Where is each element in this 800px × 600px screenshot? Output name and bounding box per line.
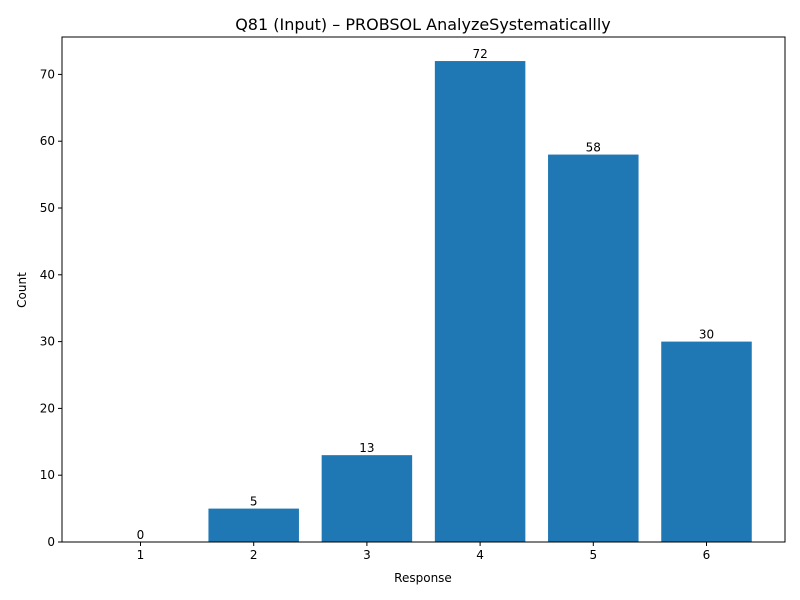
x-tick-label-1: 1 bbox=[137, 548, 145, 562]
data-label-6: 30 bbox=[699, 328, 714, 342]
y-axis-label: Count bbox=[15, 272, 29, 308]
x-tick-label-5: 5 bbox=[589, 548, 597, 562]
data-label-3: 13 bbox=[359, 441, 374, 455]
bar-2 bbox=[208, 508, 299, 542]
bar-5 bbox=[548, 154, 639, 542]
chart-title: Q81 (Input) – PROBSOL AnalyzeSystematica… bbox=[235, 15, 611, 34]
x-tick-label-4: 4 bbox=[476, 548, 484, 562]
x-tick-label-3: 3 bbox=[363, 548, 371, 562]
y-tick-label-20: 20 bbox=[40, 401, 55, 415]
y-tick-label-60: 60 bbox=[40, 134, 55, 148]
data-label-1: 0 bbox=[137, 528, 145, 542]
y-tick-label-70: 70 bbox=[40, 67, 55, 81]
y-tick-label-10: 10 bbox=[40, 468, 55, 482]
data-label-2: 5 bbox=[250, 495, 258, 509]
x-axis-label: Response bbox=[394, 571, 452, 585]
y-tick-label-30: 30 bbox=[40, 335, 55, 349]
y-tick-label-0: 0 bbox=[47, 535, 55, 549]
x-tick-label-2: 2 bbox=[250, 548, 258, 562]
x-tick-label-6: 6 bbox=[703, 548, 711, 562]
bar-6 bbox=[661, 341, 752, 542]
axes-frame bbox=[61, 36, 786, 543]
bar-3 bbox=[321, 455, 413, 542]
y-tick-label-50: 50 bbox=[40, 201, 55, 215]
data-label-4: 72 bbox=[472, 47, 487, 61]
bar-4 bbox=[434, 61, 526, 543]
y-tick-label-40: 40 bbox=[40, 268, 55, 282]
data-label-5: 58 bbox=[586, 141, 601, 155]
